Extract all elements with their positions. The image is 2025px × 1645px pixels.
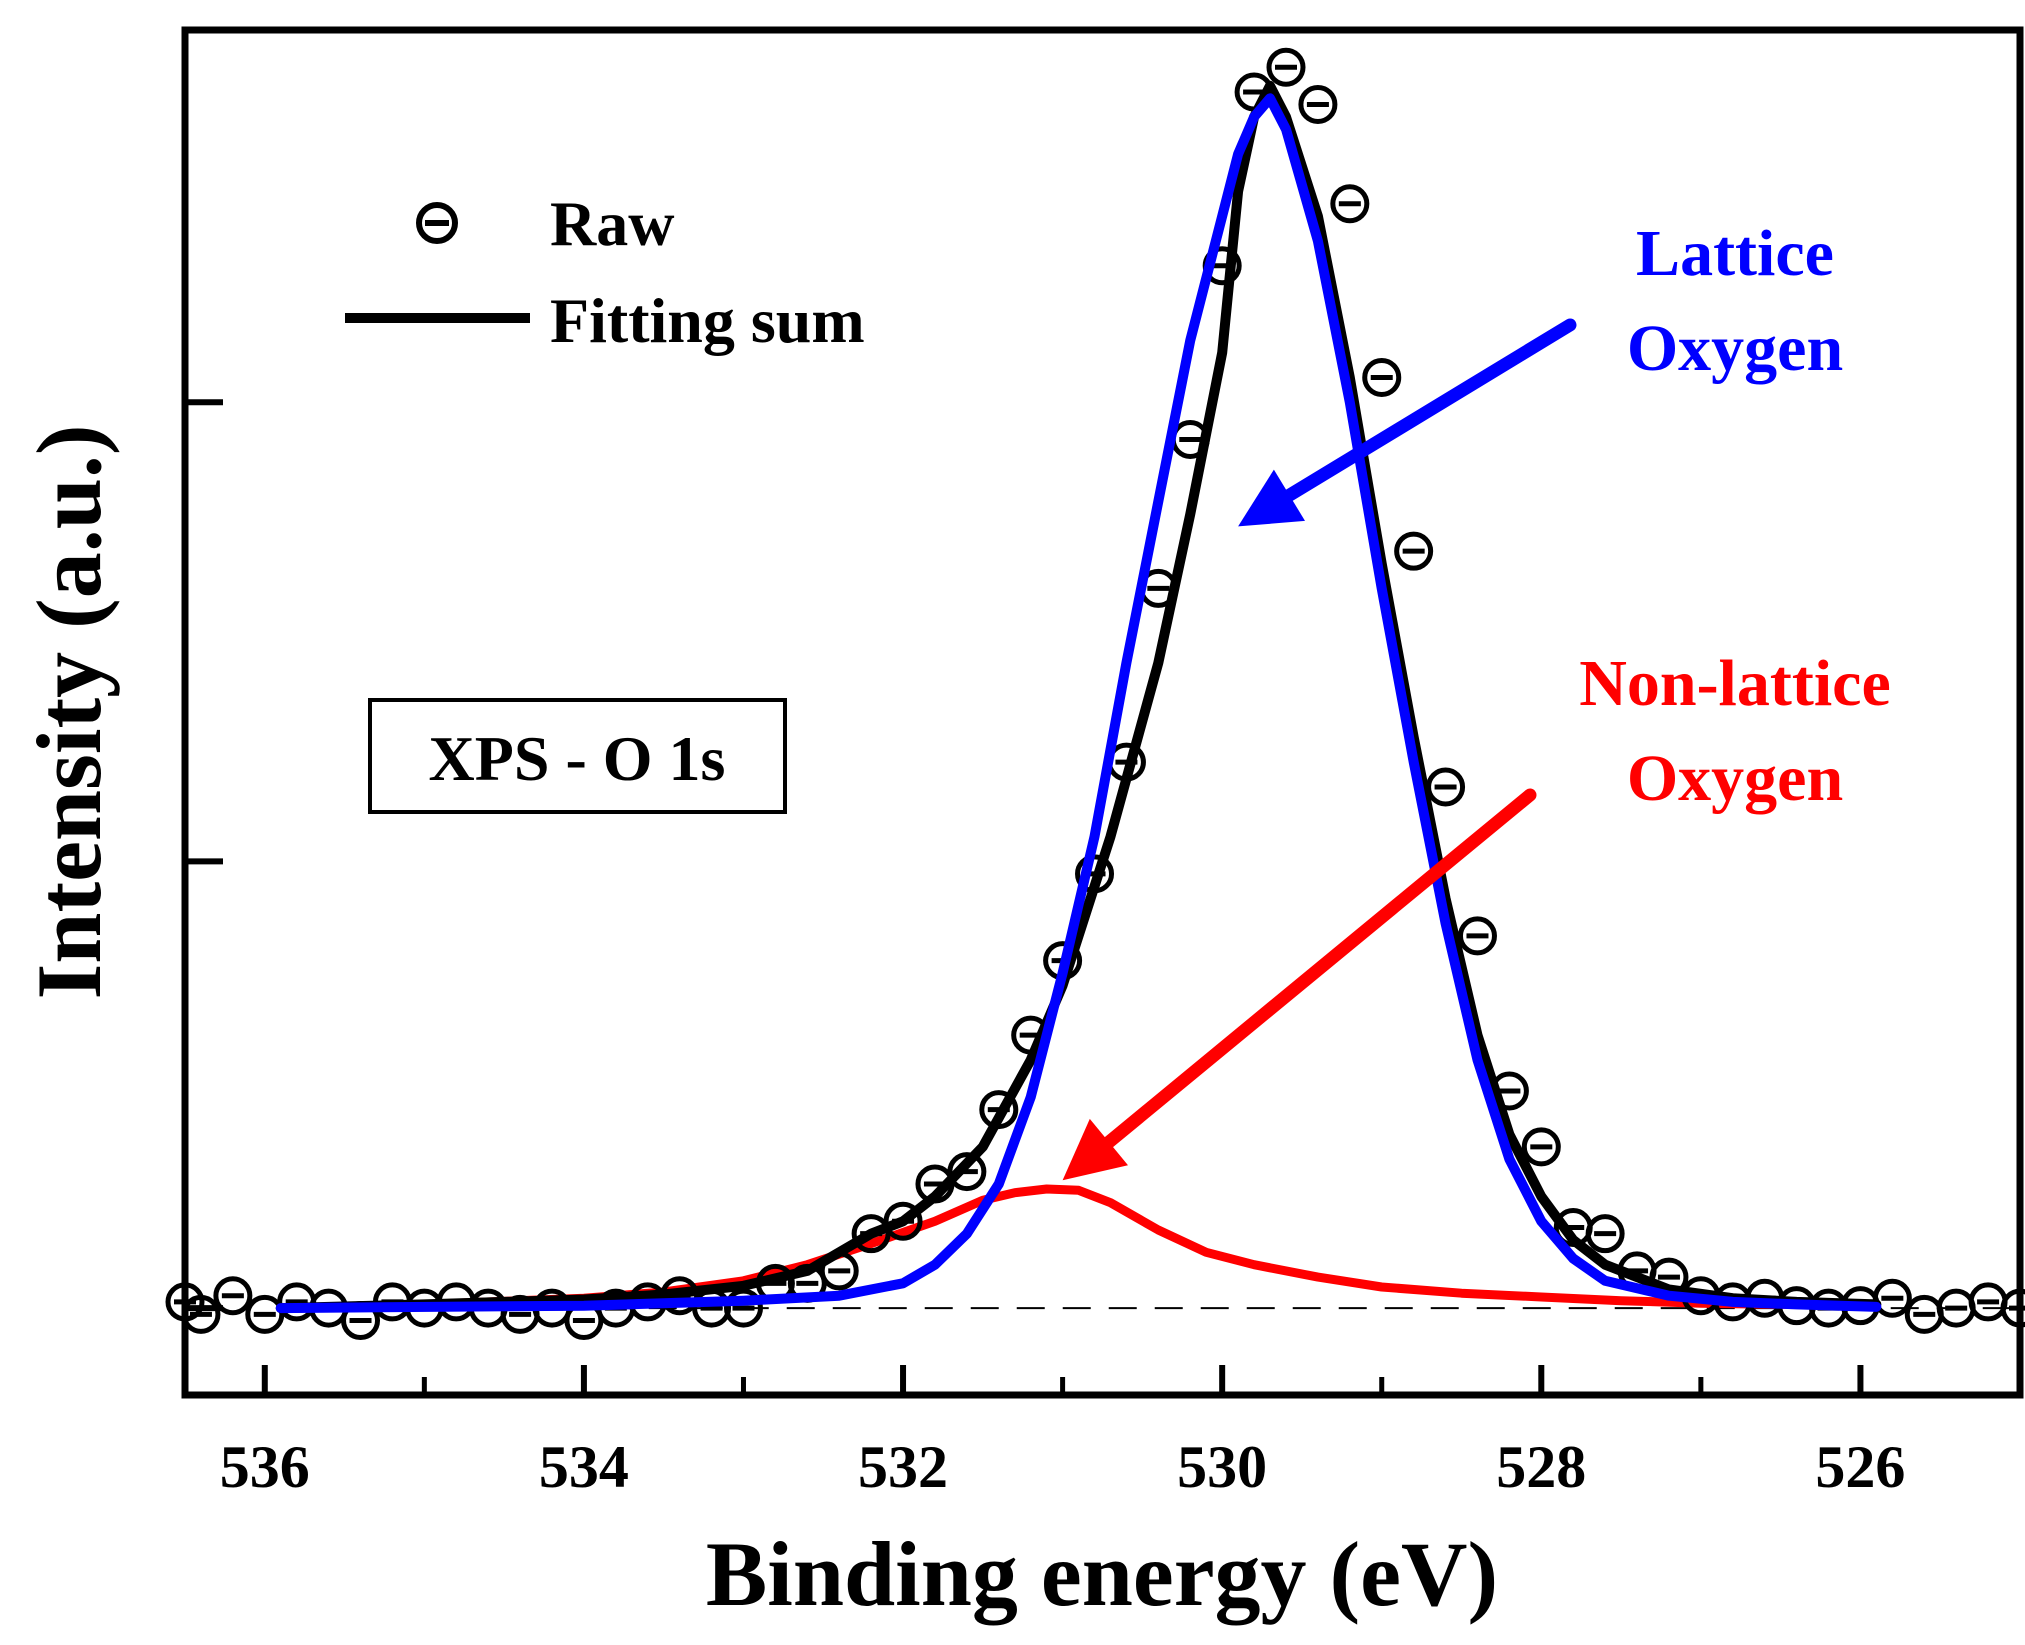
raw-point — [1904, 1294, 1944, 1334]
x-tick-label: 526 — [1815, 1434, 1905, 1500]
raw-point — [1585, 1214, 1625, 1254]
x-tick-label: 532 — [858, 1434, 948, 1500]
legend: Raw Fitting sum — [345, 188, 865, 356]
nonlattice-arrow — [1062, 788, 1537, 1181]
series-line-fitting-sum — [275, 80, 1882, 1314]
raw-point — [2000, 1288, 2025, 1328]
raw-point — [1394, 531, 1434, 571]
raw-point — [1362, 357, 1402, 397]
xps-label-text: XPS - O 1s — [429, 723, 726, 794]
raw-point — [181, 1294, 221, 1334]
lattice-arrow — [1238, 318, 1577, 527]
raw-point — [1521, 1127, 1561, 1167]
series-group — [165, 47, 2025, 1341]
legend-fit-label: Fitting sum — [550, 285, 865, 356]
raw-point — [1872, 1278, 1912, 1318]
x-axis-title: Binding energy (eV) — [706, 1523, 1498, 1625]
annot-lattice-line2: Oxygen — [1627, 312, 1843, 385]
x-tick-label: 536 — [220, 1434, 310, 1500]
annot-nonlattice-line1: Non-lattice — [1579, 647, 1891, 720]
axis-ticks: 536 534 532 530 528 526 — [185, 399, 2023, 1500]
x-tick-label: 530 — [1177, 1434, 1267, 1500]
raw-point — [723, 1288, 763, 1328]
raw-point — [1330, 184, 1370, 224]
plot-frame — [181, 26, 2024, 1399]
series-line-lattice-oxygen — [275, 93, 1882, 1314]
raw-point — [1426, 767, 1466, 807]
raw-point — [1266, 47, 1306, 87]
xps-label-box: XPS - O 1s — [368, 698, 787, 814]
annot-lattice-line1: Lattice — [1636, 217, 1834, 290]
legend-raw-label: Raw — [550, 188, 674, 259]
legend-raw-marker — [416, 202, 458, 244]
y-axis-title: Intensity (a.u.) — [18, 424, 120, 999]
raw-point — [1968, 1282, 2008, 1322]
x-tick-label: 534 — [539, 1434, 629, 1500]
x-tick-label: 528 — [1496, 1434, 1586, 1500]
raw-point — [1457, 916, 1497, 956]
raw-point — [245, 1294, 285, 1334]
raw-point — [1298, 84, 1338, 124]
annot-nonlattice-line2: Oxygen — [1627, 742, 1843, 815]
raw-point — [213, 1276, 253, 1316]
raw-point — [277, 1282, 317, 1322]
annotations — [1062, 318, 1577, 1181]
